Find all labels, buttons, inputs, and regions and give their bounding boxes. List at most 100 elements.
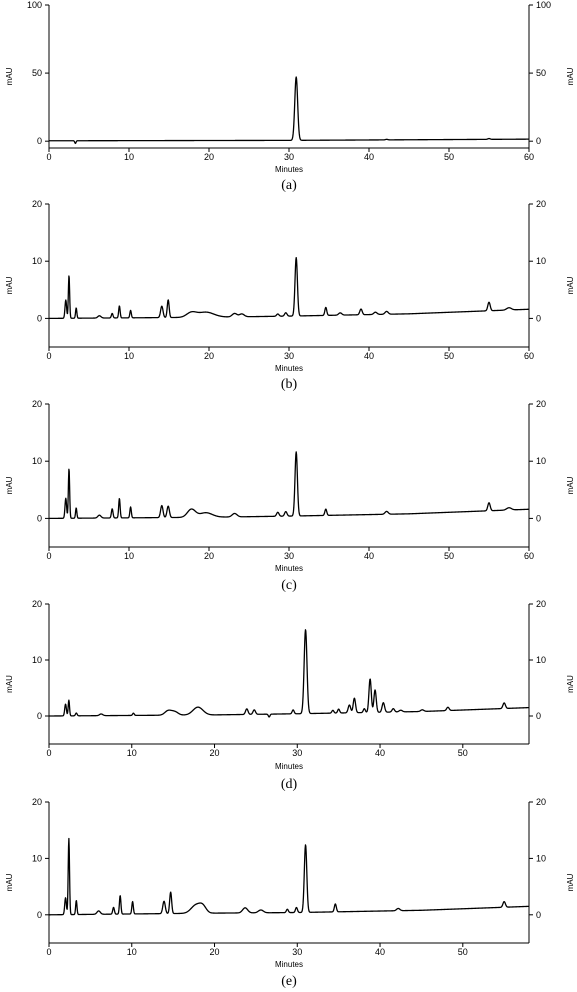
x-tick-label: 0 xyxy=(46,748,51,758)
y-tick-label-left: 10 xyxy=(32,655,42,665)
peak-point xyxy=(383,702,384,703)
y-tick-label-right: 20 xyxy=(536,599,546,609)
x-tick-label: 50 xyxy=(458,947,468,957)
x-tick-label: 0 xyxy=(46,152,51,162)
peak-point xyxy=(508,507,509,508)
peak-point xyxy=(287,909,288,910)
peak-point xyxy=(99,315,100,316)
y-axis-title-left: mAU xyxy=(5,67,14,85)
x-tick-label: 30 xyxy=(284,152,294,162)
peak-point xyxy=(174,711,175,712)
peak-point xyxy=(205,312,206,313)
x-axis-title: Minutes xyxy=(275,762,303,771)
y-tick-label-right: 100 xyxy=(536,0,551,10)
x-tick-label: 10 xyxy=(127,748,137,758)
peak-point xyxy=(370,678,371,679)
x-tick-label: 40 xyxy=(375,947,385,957)
peak-point xyxy=(75,143,76,144)
peak-point xyxy=(168,299,169,300)
peak-point xyxy=(293,709,294,710)
x-tick-label: 20 xyxy=(204,551,214,561)
peak-point xyxy=(325,307,326,308)
peak-point xyxy=(197,707,198,708)
x-tick-label: 50 xyxy=(444,152,454,162)
y-axis-title-left: mAU xyxy=(5,873,14,891)
peak-point xyxy=(68,700,69,701)
y-axis-title-left: mAU xyxy=(5,276,14,294)
peak-point xyxy=(254,709,255,710)
panel-caption: (a) xyxy=(281,178,297,193)
x-tick-label: 60 xyxy=(524,551,534,561)
peak-point xyxy=(113,907,114,908)
y-tick-label-left: 10 xyxy=(32,853,42,863)
panel-caption: (d) xyxy=(281,777,298,792)
x-axis-title: Minutes xyxy=(275,165,303,174)
peak-point xyxy=(170,892,171,893)
peak-point xyxy=(68,838,69,839)
peak-point xyxy=(335,903,336,904)
panel-caption: (e) xyxy=(281,974,297,989)
chromatogram-trace xyxy=(48,256,530,320)
peak-point xyxy=(488,302,489,303)
peak-point xyxy=(375,312,376,313)
peak-point xyxy=(386,311,387,312)
peak-point xyxy=(504,901,505,902)
peak-point xyxy=(296,76,297,77)
chromatogram-trace xyxy=(48,837,530,916)
peak-point xyxy=(120,895,121,896)
y-axis-title-right: mAU xyxy=(566,675,575,693)
peak-point xyxy=(168,506,169,507)
y-tick-label-left: 0 xyxy=(37,711,42,721)
chromatogram-panel: 0 10 20 30 40 50 0 0 10 10 20 20 mAU mAU Minutes (d) xyxy=(5,599,575,792)
peak-point xyxy=(99,515,100,516)
peak-point xyxy=(277,512,278,513)
peak-point xyxy=(400,710,401,711)
peak-point xyxy=(205,512,206,513)
y-axis-title-left: mAU xyxy=(5,476,14,494)
panel-caption: (c) xyxy=(281,578,297,593)
y-tick-label-left: 10 xyxy=(32,456,42,466)
peak-point xyxy=(386,139,387,140)
chromatogram-trace xyxy=(48,76,530,145)
chromatogram-panel: 0 10 20 30 40 50 60 0 0 10 10 20 20 mAU mAU Minutes (b) xyxy=(5,199,575,392)
y-tick-label-right: 0 xyxy=(536,513,541,523)
peak-point xyxy=(76,307,77,308)
x-tick-label: 0 xyxy=(46,551,51,561)
peak-point xyxy=(130,506,131,507)
peak-point xyxy=(65,498,66,499)
y-tick-label-right: 20 xyxy=(536,399,546,409)
peak-point xyxy=(76,712,77,713)
x-tick-label: 50 xyxy=(458,748,468,758)
peak-point xyxy=(285,511,286,512)
x-tick-label: 10 xyxy=(127,947,137,957)
peak-point xyxy=(168,710,169,711)
x-axis-title: Minutes xyxy=(275,364,303,373)
peak-point xyxy=(504,702,505,703)
peak-point xyxy=(422,709,423,710)
peak-point xyxy=(296,907,297,908)
y-tick-label-right: 50 xyxy=(536,68,546,78)
y-tick-label-left: 20 xyxy=(32,399,42,409)
x-axis-title: Minutes xyxy=(275,960,303,969)
peak-point xyxy=(76,507,77,508)
peak-point xyxy=(349,704,350,705)
peak-point xyxy=(374,689,375,690)
peak-point xyxy=(386,511,387,512)
peak-point xyxy=(360,308,361,309)
peak-point xyxy=(68,468,69,469)
y-tick-label-right: 10 xyxy=(536,655,546,665)
y-tick-label-left: 0 xyxy=(37,313,42,323)
peak-point xyxy=(161,306,162,307)
y-tick-label-left: 10 xyxy=(32,256,42,266)
peak-point xyxy=(234,313,235,314)
y-tick-label-left: 0 xyxy=(37,513,42,523)
peak-point xyxy=(191,312,192,313)
peak-point xyxy=(241,313,242,314)
peak-point xyxy=(132,901,133,902)
peak-point xyxy=(112,313,113,314)
y-tick-label-right: 20 xyxy=(536,797,546,807)
x-tick-label: 40 xyxy=(364,551,374,561)
peak-point xyxy=(488,502,489,503)
x-tick-label: 60 xyxy=(524,351,534,361)
